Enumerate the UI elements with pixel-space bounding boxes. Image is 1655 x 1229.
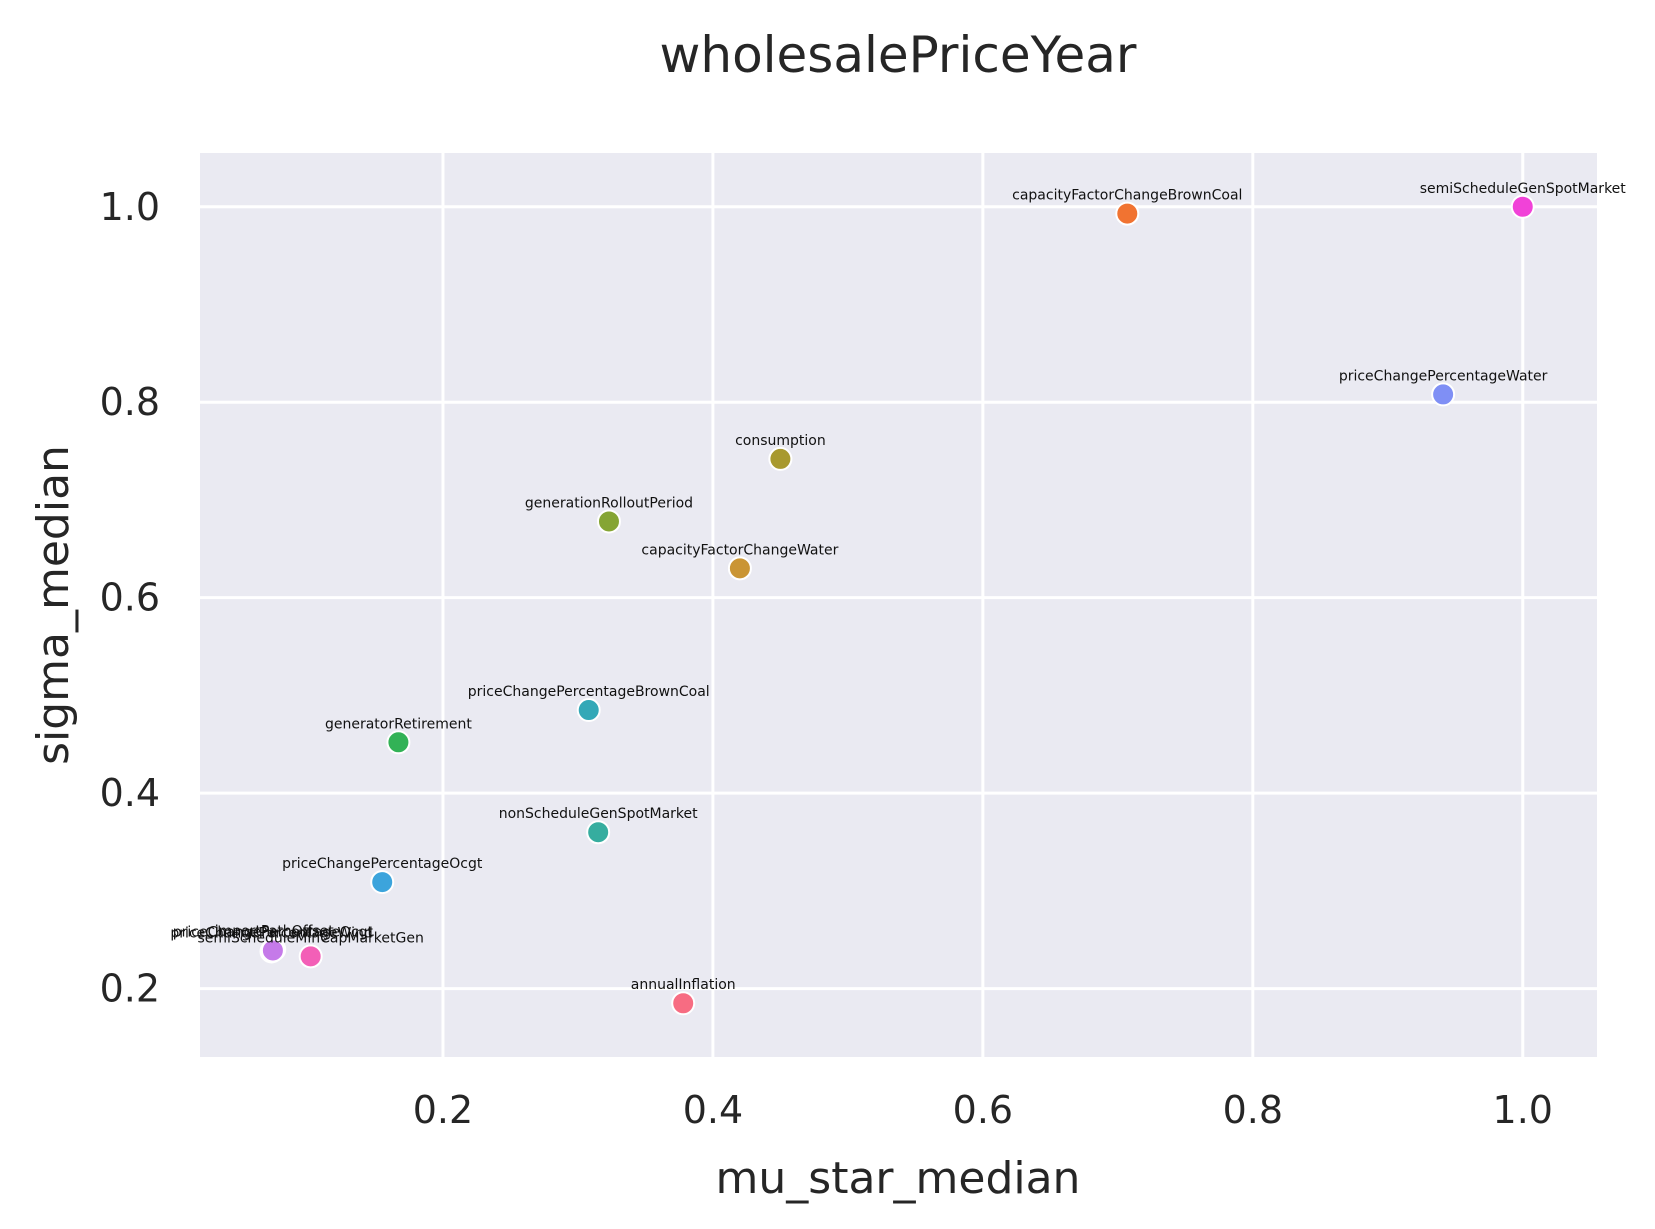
x-tick-label: 1.0 xyxy=(1493,1088,1553,1132)
scatter-point xyxy=(1115,201,1140,226)
x-tick-label: 0.6 xyxy=(953,1088,1013,1132)
scatter-point xyxy=(671,991,696,1016)
scatter-point xyxy=(260,938,285,963)
gridlines xyxy=(200,153,1597,1057)
point-label: priceChangePercentageOcgt xyxy=(173,924,374,940)
y-tick-labels: 0.2 0.4 0.6 0.8 1.0 xyxy=(100,185,160,1011)
point-label: capacityFactorChangeWater xyxy=(641,542,838,558)
y-tick-label: 0.8 xyxy=(100,380,160,424)
scatter-point xyxy=(727,556,752,581)
scatter-point xyxy=(768,446,793,471)
point-label: priceChangePercentageWind xyxy=(170,925,372,941)
x-tick-label: 0.8 xyxy=(1223,1088,1283,1132)
point-label: consumption xyxy=(735,433,826,449)
scatter-point xyxy=(1510,194,1535,219)
x-tick-labels: 0.2 0.4 0.6 0.8 1.0 xyxy=(413,1088,1553,1132)
point-label: annualInflation xyxy=(631,977,736,993)
point-label: generatorRetirement xyxy=(325,716,472,732)
scatter-point xyxy=(586,820,611,845)
point-label: nonScheduleGenSpotMarket xyxy=(499,806,698,822)
scatter-point xyxy=(596,509,621,534)
point-label: priceChangePercentageBrownCoal xyxy=(468,684,710,700)
scatter-point xyxy=(370,870,395,895)
point-label: generationRolloutPeriod xyxy=(525,495,693,511)
point-label: priceChangePercentageWater xyxy=(1339,368,1548,384)
point-label: importPathOffset xyxy=(215,923,335,939)
y-tick-label: 0.2 xyxy=(100,967,160,1011)
point-label: capacityFactorChangeBrownCoal xyxy=(1012,188,1242,204)
x-tick-label: 0.4 xyxy=(683,1088,743,1132)
scatter-point xyxy=(1431,382,1456,407)
plot-background xyxy=(200,153,1597,1057)
data-points xyxy=(259,194,1535,1016)
x-axis-label: mu_star_median xyxy=(716,1153,1081,1204)
point-label: semiScheduleGenSpotMarket xyxy=(1420,181,1627,197)
y-axis-label: sigma_median xyxy=(28,445,79,765)
x-tick-label: 0.2 xyxy=(413,1088,473,1132)
y-tick-label: 0.6 xyxy=(100,576,160,620)
point-label: priceChangePercentageOcgt xyxy=(282,856,483,872)
y-tick-label: 1.0 xyxy=(100,185,160,229)
chart-title: wholesalePriceYear xyxy=(659,26,1136,84)
scatter-point xyxy=(576,698,601,723)
y-tick-label: 0.4 xyxy=(100,771,160,815)
point-labels: semiScheduleGenSpotMarket capacityFactorC… xyxy=(170,181,1626,993)
point-label: semiScheduleMinCapMarketGen xyxy=(198,930,424,946)
scatter-point xyxy=(298,944,323,969)
scatter-point xyxy=(386,730,411,755)
